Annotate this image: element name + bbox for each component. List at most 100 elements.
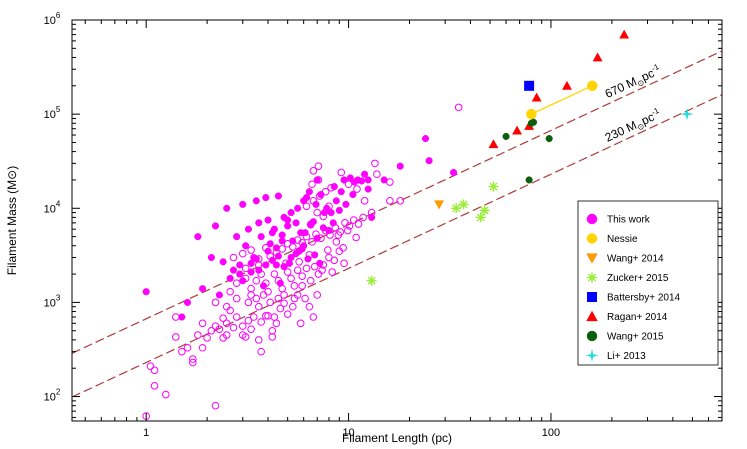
data-point bbox=[236, 261, 244, 269]
legend-item: Zucker+ 2015 bbox=[587, 272, 669, 284]
data-point bbox=[353, 185, 361, 193]
data-point bbox=[268, 333, 277, 341]
data-point bbox=[327, 209, 335, 217]
data-point bbox=[207, 253, 215, 262]
data-point bbox=[284, 216, 292, 224]
data-point bbox=[270, 270, 279, 278]
data-point bbox=[254, 261, 263, 269]
data-point bbox=[229, 253, 238, 262]
data-point bbox=[303, 194, 311, 202]
data-point bbox=[364, 176, 372, 184]
data-point bbox=[262, 261, 270, 269]
data-point bbox=[241, 274, 250, 283]
data-point bbox=[278, 231, 286, 239]
data-point bbox=[352, 233, 360, 242]
data-point bbox=[454, 103, 463, 112]
data-point bbox=[292, 250, 300, 258]
legend-marker bbox=[586, 233, 598, 244]
legend-marker bbox=[586, 330, 598, 342]
legend-box bbox=[577, 200, 719, 366]
data-point bbox=[266, 298, 275, 307]
data-point bbox=[319, 261, 328, 269]
data-point bbox=[512, 125, 523, 135]
data-point bbox=[232, 294, 241, 303]
data-point bbox=[326, 231, 334, 239]
data-point bbox=[425, 157, 433, 165]
data-point bbox=[219, 258, 227, 266]
data-point bbox=[282, 259, 290, 268]
data-point bbox=[276, 304, 285, 313]
legend-label: Li+ 2013 bbox=[607, 351, 646, 362]
data-point bbox=[233, 233, 241, 241]
x-axis-title: Filament Length (pc) bbox=[342, 431, 452, 445]
y-tick-label: 106 bbox=[44, 11, 61, 27]
data-point bbox=[238, 331, 247, 339]
data-point bbox=[171, 333, 180, 341]
data-point bbox=[268, 256, 276, 264]
data-point bbox=[194, 233, 202, 241]
data-point bbox=[146, 362, 155, 371]
data-point bbox=[308, 238, 316, 246]
legend-marker bbox=[587, 292, 597, 302]
data-point bbox=[619, 29, 630, 39]
data-point bbox=[359, 213, 367, 222]
data-point bbox=[257, 347, 265, 356]
reference-line bbox=[72, 94, 722, 398]
data-point bbox=[488, 139, 499, 149]
data-point bbox=[343, 226, 352, 235]
legend-marker bbox=[586, 213, 598, 225]
data-point bbox=[222, 331, 231, 339]
legend: This work Nessie Wang+ 2014 Zucker+ 2015 Bat… bbox=[577, 200, 719, 366]
data-point bbox=[252, 197, 260, 205]
data-point bbox=[189, 355, 197, 363]
data-point bbox=[198, 319, 207, 328]
data-point bbox=[171, 313, 180, 321]
data-point bbox=[272, 261, 280, 269]
data-point bbox=[386, 197, 394, 205]
series bbox=[680, 107, 694, 121]
data-point bbox=[189, 358, 197, 367]
data-point bbox=[434, 200, 445, 210]
data-point bbox=[292, 219, 300, 227]
data-point bbox=[340, 176, 348, 184]
data-point bbox=[252, 294, 261, 303]
legend-label: Wang+ 2014 bbox=[607, 254, 664, 265]
legend-marker bbox=[586, 253, 598, 264]
y-tick-label: 102 bbox=[44, 388, 61, 404]
legend-marker bbox=[585, 349, 599, 362]
data-point bbox=[332, 197, 340, 205]
data-point bbox=[183, 298, 192, 306]
data-point bbox=[315, 192, 324, 200]
data-point bbox=[178, 313, 186, 321]
data-point bbox=[247, 268, 255, 276]
data-point bbox=[236, 270, 244, 278]
data-point bbox=[232, 279, 241, 288]
data-point bbox=[226, 287, 234, 296]
data-point bbox=[215, 291, 223, 299]
data-point bbox=[211, 401, 220, 410]
data-point bbox=[529, 118, 538, 126]
data-point bbox=[325, 202, 333, 211]
data-point bbox=[314, 162, 323, 170]
data-point bbox=[287, 209, 295, 217]
plot-frame bbox=[71, 19, 723, 422]
data-point bbox=[294, 204, 302, 212]
data-point bbox=[272, 248, 281, 257]
data-point bbox=[272, 319, 281, 328]
data-point bbox=[219, 314, 227, 322]
y-tick-label: 103 bbox=[44, 293, 61, 309]
data-point bbox=[328, 268, 336, 276]
data-point bbox=[479, 205, 490, 216]
data-point bbox=[270, 313, 279, 321]
y-tick-label: 104 bbox=[44, 199, 61, 215]
data-point bbox=[244, 225, 252, 233]
data-point bbox=[318, 266, 326, 274]
legend-label: Nessie bbox=[607, 234, 638, 245]
data-point bbox=[313, 291, 322, 299]
data-point bbox=[335, 206, 343, 214]
x-tick-label: 10 bbox=[342, 427, 354, 439]
data-point bbox=[262, 279, 270, 288]
data-point bbox=[247, 259, 255, 267]
series bbox=[502, 118, 553, 184]
